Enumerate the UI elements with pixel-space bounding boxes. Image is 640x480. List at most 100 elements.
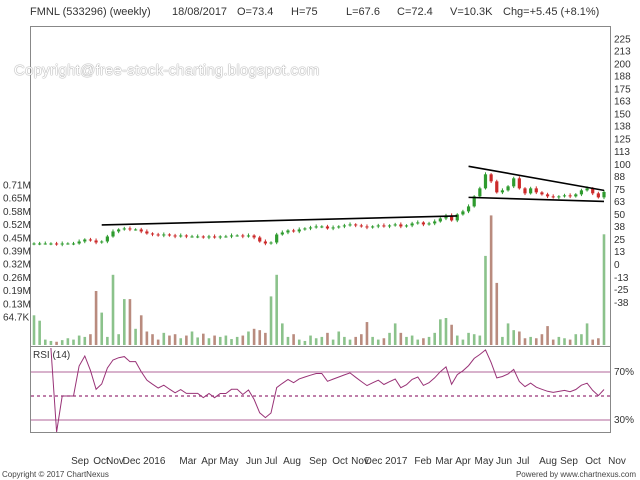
candle-body bbox=[591, 188, 595, 194]
volume-bar bbox=[427, 336, 431, 345]
volume-bar bbox=[450, 324, 453, 345]
volume-label: V=10.3K bbox=[450, 6, 493, 18]
x-tick-label: Oct bbox=[332, 456, 348, 467]
candle-body bbox=[263, 241, 267, 244]
volume-bar bbox=[585, 323, 589, 345]
volume-bar bbox=[297, 339, 301, 345]
candle-body bbox=[427, 223, 431, 225]
x-tick-label: Mar bbox=[435, 456, 453, 467]
volume-bar bbox=[292, 334, 295, 345]
candle-body bbox=[297, 229, 301, 232]
volume-bar bbox=[410, 335, 414, 345]
x-tick-label: Aug bbox=[539, 456, 557, 467]
candle-body bbox=[562, 195, 567, 197]
rsi-panel: 70% 30% bbox=[31, 347, 634, 433]
candle-body bbox=[512, 178, 516, 187]
volume-bar bbox=[117, 334, 120, 345]
volume-bar bbox=[269, 296, 273, 345]
volume-tick-label: 0.39M bbox=[3, 247, 31, 258]
volume-bar bbox=[399, 332, 403, 345]
volume-bar bbox=[455, 335, 459, 345]
price-tick-label: 175 bbox=[614, 85, 631, 96]
candle-body bbox=[88, 239, 93, 241]
price-tick-label: 75 bbox=[614, 185, 626, 196]
volume-bar bbox=[241, 335, 245, 345]
candle-body bbox=[331, 227, 335, 229]
volume-bar bbox=[156, 339, 160, 345]
candle-body bbox=[100, 241, 104, 243]
high-label: H=75 bbox=[291, 6, 318, 18]
trendline bbox=[468, 196, 605, 203]
x-tick-label: Apr bbox=[201, 456, 217, 467]
date-label: 18/08/2017 bbox=[172, 6, 228, 18]
candle-body bbox=[495, 181, 499, 193]
volume-bar bbox=[343, 336, 346, 345]
volume-bar bbox=[66, 338, 70, 345]
volume-bar bbox=[230, 339, 233, 345]
candle-body bbox=[196, 236, 200, 238]
volume-bar bbox=[602, 234, 606, 345]
candle-body bbox=[83, 239, 87, 242]
price-tick-label: 38 bbox=[614, 222, 626, 233]
candle-body bbox=[354, 224, 358, 226]
x-tick-label: May bbox=[475, 456, 494, 467]
candle-body bbox=[207, 236, 211, 238]
candle-body bbox=[167, 234, 172, 236]
volume-bar bbox=[540, 334, 544, 345]
volume-bar bbox=[489, 215, 493, 345]
price-tick-label: -13 bbox=[614, 273, 629, 284]
candle-body bbox=[529, 188, 533, 194]
candle-body bbox=[173, 235, 177, 237]
candle-body bbox=[472, 196, 476, 207]
volume-bar bbox=[546, 326, 549, 345]
candle-body bbox=[314, 226, 318, 228]
volume-bar bbox=[32, 315, 36, 345]
volume-tick-label: 0.58M bbox=[3, 207, 31, 218]
candle-body bbox=[574, 194, 578, 197]
candle-body bbox=[399, 224, 403, 227]
candle-body bbox=[421, 222, 426, 225]
volume-bar bbox=[60, 340, 64, 345]
candle-body bbox=[540, 192, 544, 195]
candle-body bbox=[337, 226, 341, 228]
candle-body bbox=[94, 240, 98, 243]
candle-body bbox=[252, 235, 256, 238]
candle-body bbox=[128, 228, 132, 230]
volume-bar bbox=[591, 339, 595, 345]
volume-bar bbox=[77, 335, 81, 345]
candle-body bbox=[235, 235, 239, 237]
rsi-line bbox=[50, 347, 605, 433]
candle-body bbox=[241, 235, 245, 237]
volume-bar bbox=[49, 340, 53, 345]
volume-bar bbox=[348, 339, 352, 345]
volume-bar bbox=[134, 328, 137, 345]
volume-bar bbox=[286, 336, 290, 345]
volume-bar bbox=[235, 336, 239, 345]
volume-bar bbox=[213, 335, 216, 345]
x-tick-label: Apr bbox=[455, 456, 471, 467]
volume-bar bbox=[354, 336, 357, 345]
change-label: Chg=+5.45 (+8.1%) bbox=[503, 6, 600, 18]
watermark: Copyright@free-stock-charting.blogspot.c… bbox=[14, 62, 320, 79]
candle-body bbox=[596, 193, 600, 198]
candle-body bbox=[117, 229, 121, 232]
price-tick-label: 13 bbox=[614, 247, 626, 258]
price-tick-label: 113 bbox=[614, 147, 630, 158]
candle-body bbox=[258, 237, 262, 242]
volume-bar bbox=[478, 335, 482, 345]
symbol-title: FMNL (533296) (weekly) bbox=[30, 6, 151, 18]
volume-tick-label: 0.71M bbox=[3, 181, 31, 192]
rsi-level-label: 70% bbox=[614, 367, 634, 378]
candle-body bbox=[359, 225, 363, 227]
candle-body bbox=[410, 223, 414, 226]
candle-body bbox=[517, 178, 521, 189]
volume-bar bbox=[393, 323, 397, 345]
candle-body bbox=[382, 225, 386, 227]
open-label: O=73.4 bbox=[237, 6, 274, 18]
candle-body bbox=[218, 236, 222, 238]
candle-body bbox=[455, 214, 459, 221]
rsi-level-label: 30% bbox=[614, 415, 634, 426]
x-tick-label: Dec 2016 bbox=[123, 456, 166, 467]
